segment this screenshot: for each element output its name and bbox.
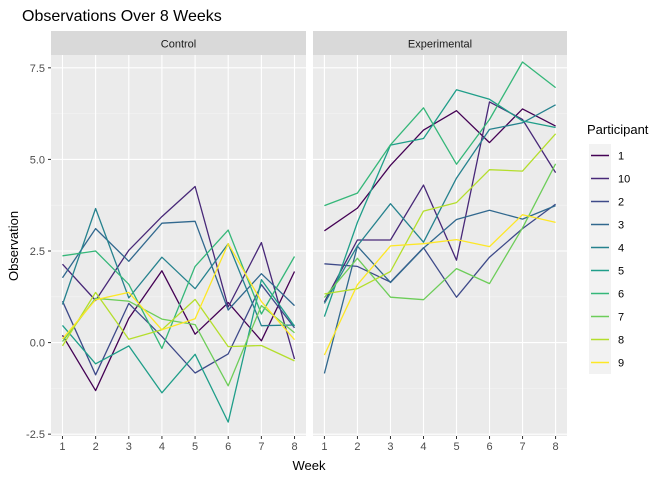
series-line-participant-4 xyxy=(61,207,295,327)
series-line-participant-9 xyxy=(323,214,556,356)
series-line-participant-5 xyxy=(323,89,556,317)
chart-title: Observations Over 8 Weeks xyxy=(22,8,222,25)
legend-item: 2 xyxy=(589,190,624,213)
series-line-participant-6 xyxy=(324,61,556,207)
x-tick-label: 1 xyxy=(59,441,65,453)
x-axis-title: Week xyxy=(293,458,326,473)
x-tick-label: 6 xyxy=(486,441,492,453)
series-line-participant-1 xyxy=(324,108,556,232)
series-line-participant-4 xyxy=(323,104,556,304)
panel-control: Control 1 2 3 4 5 6 7 8 xyxy=(51,31,306,453)
y-axis-title: Observation xyxy=(6,211,21,281)
chart-panels: Control 1 2 3 4 5 6 7 8 Experimental 1 2 3 4 5 6 7 8 xyxy=(51,31,567,453)
series-line-participant-7 xyxy=(323,163,557,301)
legend-label: 4 xyxy=(618,243,624,255)
legend-item: 4 xyxy=(589,236,624,259)
x-tick-label: 7 xyxy=(258,441,264,453)
series-line-participant-2 xyxy=(61,284,296,376)
panel-experimental: Experimental 1 2 3 4 5 6 7 8 xyxy=(313,31,567,453)
series-line-participant-3 xyxy=(323,204,556,374)
legend-item: 6 xyxy=(589,282,624,305)
legend-item: 10 xyxy=(589,167,630,190)
series-line-participant-10 xyxy=(62,185,296,360)
x-tick-label: 2 xyxy=(354,441,360,453)
legend-item: 9 xyxy=(589,351,624,374)
legend-item: 1 xyxy=(589,144,624,167)
legend-label: 2 xyxy=(618,197,624,209)
x-tick-label: 2 xyxy=(93,441,99,453)
facet-strip-label: Experimental xyxy=(408,39,472,51)
legend-item: 7 xyxy=(589,305,624,328)
legend-label: 9 xyxy=(618,358,624,370)
legend-label: 10 xyxy=(618,174,630,186)
legend-item: 8 xyxy=(589,328,624,351)
facet-strip xyxy=(51,31,306,55)
series-line-participant-8 xyxy=(61,291,295,362)
legend-item: 3 xyxy=(589,213,624,236)
x-tick-label: 3 xyxy=(387,441,393,453)
legend-label: 5 xyxy=(618,266,624,278)
facet-strip xyxy=(313,31,567,55)
panel-background xyxy=(313,55,567,436)
y-tick-label: 0.0 xyxy=(30,338,45,350)
x-tick-label: 4 xyxy=(420,441,426,453)
legend-item: 5 xyxy=(589,259,624,282)
x-tick-label: 7 xyxy=(519,441,525,453)
x-tick-label: 5 xyxy=(192,441,198,453)
x-tick-label: 5 xyxy=(453,441,459,453)
series-line-participant-2 xyxy=(324,203,556,298)
legend-label: 6 xyxy=(618,289,624,301)
legend-label: 1 xyxy=(618,151,624,163)
legend: Participant 1 10 2 3 4 5 6 7 8 9 xyxy=(587,122,649,374)
x-tick-label: 4 xyxy=(159,441,165,453)
legend-label: 3 xyxy=(618,220,624,232)
y-tick-label: 2.5 xyxy=(30,246,45,258)
y-tick-label: 7.5 xyxy=(30,63,45,75)
legend-label: 7 xyxy=(618,312,624,324)
legend-title: Participant xyxy=(587,122,649,137)
x-tick-label: 3 xyxy=(126,441,132,453)
x-tick-label: 8 xyxy=(291,441,297,453)
y-tick-label: 5.0 xyxy=(30,154,45,166)
x-tick-label: 8 xyxy=(553,441,559,453)
x-tick-label: 6 xyxy=(225,441,231,453)
series-line-participant-9 xyxy=(62,243,295,341)
x-tick-label: 1 xyxy=(321,441,327,453)
legend-label: 8 xyxy=(618,335,624,347)
series-line-participant-6 xyxy=(62,229,296,350)
series-line-participant-5 xyxy=(62,278,296,423)
series-line-participant-8 xyxy=(324,133,557,295)
facet-strip-label: Control xyxy=(161,39,196,51)
series-line-participant-1 xyxy=(61,270,296,392)
series-line-participant-3 xyxy=(61,220,295,311)
y-axis: -2.5 0.0 2.5 5.0 7.5 xyxy=(26,63,51,441)
y-tick-label: -2.5 xyxy=(26,429,45,441)
panel-background xyxy=(51,55,306,436)
